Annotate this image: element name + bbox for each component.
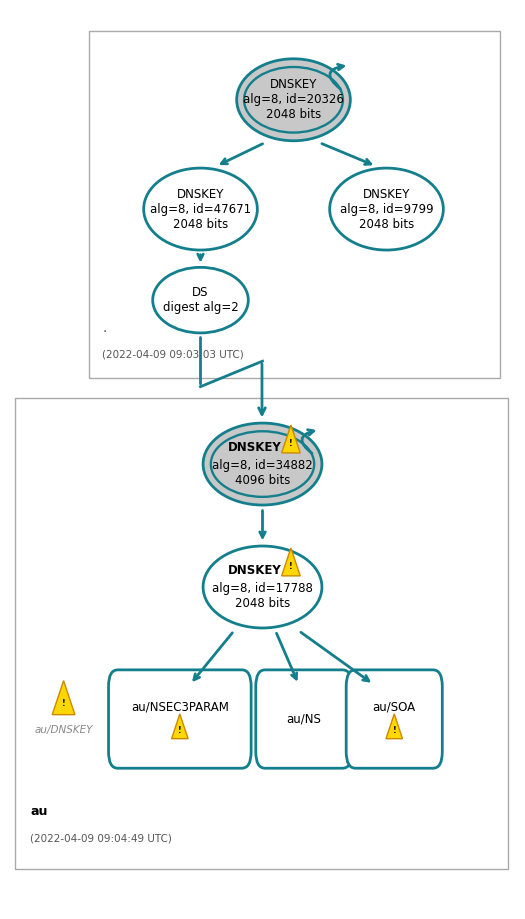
Text: alg=8, id=17788
2048 bits: alg=8, id=17788 2048 bits: [212, 582, 313, 610]
Text: au: au: [30, 805, 47, 818]
Text: DNSKEY
alg=8, id=20326
2048 bits: DNSKEY alg=8, id=20326 2048 bits: [243, 78, 344, 121]
Text: (2022-04-09 09:03:03 UTC): (2022-04-09 09:03:03 UTC): [102, 349, 244, 359]
Text: DNSKEY
alg=8, id=9799
2048 bits: DNSKEY alg=8, id=9799 2048 bits: [340, 187, 433, 231]
FancyBboxPatch shape: [15, 398, 508, 869]
FancyBboxPatch shape: [109, 670, 251, 768]
Ellipse shape: [144, 168, 257, 250]
Ellipse shape: [330, 168, 443, 250]
Polygon shape: [281, 425, 300, 453]
Text: !: !: [289, 439, 293, 448]
Ellipse shape: [153, 267, 248, 333]
Polygon shape: [172, 714, 188, 739]
Polygon shape: [52, 681, 75, 715]
FancyArrowPatch shape: [302, 430, 313, 453]
Text: alg=8, id=34882
4096 bits: alg=8, id=34882 4096 bits: [212, 460, 313, 487]
Text: !: !: [178, 726, 182, 735]
Ellipse shape: [203, 546, 322, 628]
Text: DNSKEY
alg=8, id=47671
2048 bits: DNSKEY alg=8, id=47671 2048 bits: [150, 187, 251, 231]
Text: !: !: [393, 726, 396, 735]
Text: !: !: [289, 562, 293, 572]
Text: au/SOA: au/SOA: [373, 700, 416, 714]
Polygon shape: [386, 714, 403, 739]
Text: au/DNSKEY: au/DNSKEY: [34, 725, 93, 735]
Text: DS
digest alg=2: DS digest alg=2: [163, 286, 238, 314]
Text: au/NS: au/NS: [287, 712, 321, 725]
FancyBboxPatch shape: [89, 31, 500, 378]
Text: (2022-04-09 09:04:49 UTC): (2022-04-09 09:04:49 UTC): [30, 834, 172, 844]
Ellipse shape: [203, 423, 322, 505]
Text: .: .: [102, 321, 107, 335]
Text: au/NSEC3PARAM: au/NSEC3PARAM: [131, 700, 229, 714]
Text: DNSKEY: DNSKEY: [228, 564, 281, 577]
Ellipse shape: [237, 59, 350, 141]
FancyArrowPatch shape: [330, 64, 343, 89]
Polygon shape: [281, 548, 300, 576]
FancyBboxPatch shape: [346, 670, 442, 768]
Text: DNSKEY: DNSKEY: [228, 441, 281, 454]
FancyBboxPatch shape: [256, 670, 352, 768]
Text: !: !: [62, 699, 66, 709]
